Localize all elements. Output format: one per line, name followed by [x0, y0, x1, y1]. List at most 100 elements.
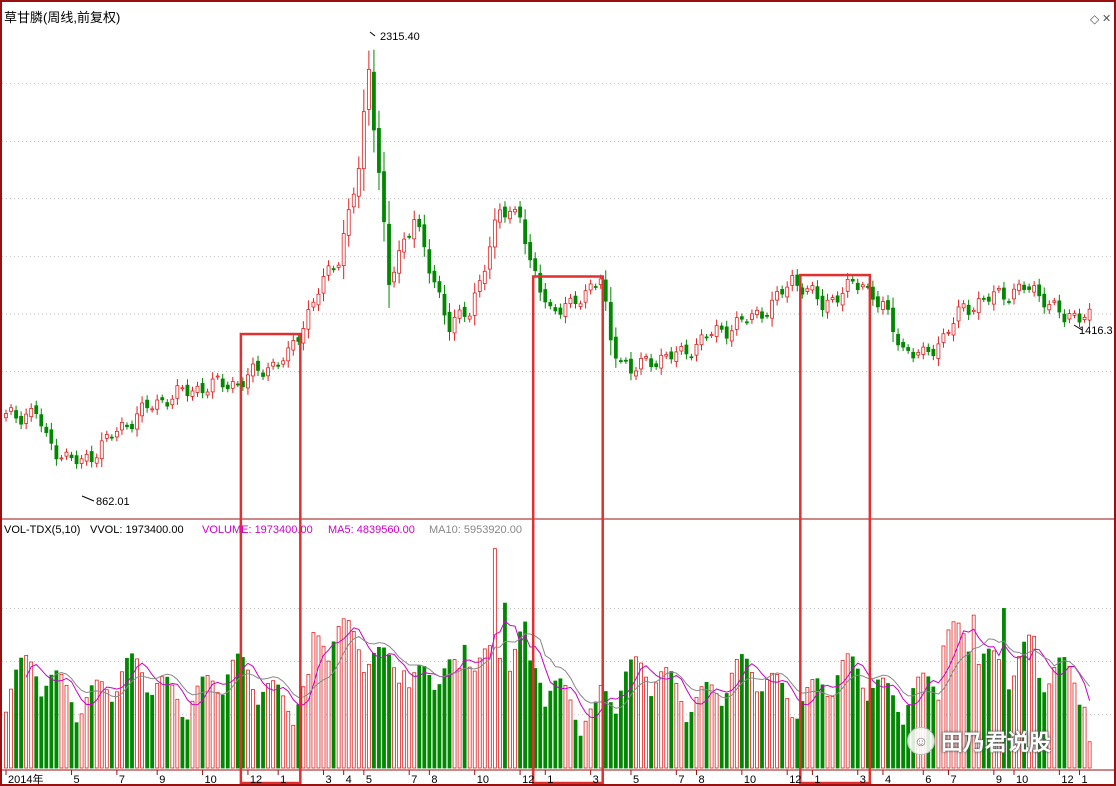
candle-body — [205, 391, 210, 396]
candle-body — [14, 410, 18, 419]
candle-body — [931, 348, 936, 357]
volume-bar — [4, 711, 8, 769]
diamond-icon[interactable]: ◇ — [1090, 12, 1100, 26]
candle-body — [261, 372, 265, 377]
volume-bar — [724, 693, 729, 769]
candle-body — [130, 423, 134, 430]
candle-body — [1057, 300, 1062, 313]
volume-bar — [881, 677, 885, 769]
candle-body — [266, 367, 270, 377]
candle-body — [835, 295, 840, 303]
candle-body — [926, 346, 931, 353]
volume-bar — [976, 664, 981, 769]
candle-body — [790, 275, 795, 286]
candle-body — [114, 430, 119, 438]
volume-bar — [825, 695, 830, 769]
x-tick-label: 10 — [1016, 774, 1028, 784]
candle-body — [840, 293, 845, 306]
volume-bar — [578, 735, 583, 769]
volume-bar — [99, 681, 104, 769]
candle-body — [412, 219, 417, 240]
close-icon[interactable]: ✕ — [1102, 13, 1112, 25]
volume-bar — [563, 685, 568, 769]
candle-body — [830, 297, 835, 301]
volume-bar — [346, 620, 351, 769]
candle-body — [336, 264, 341, 268]
candle-body — [356, 168, 361, 197]
candle-body — [286, 347, 291, 362]
volume-bar — [1057, 657, 1062, 769]
last-price-marker — [1073, 324, 1083, 331]
x-tick-label: 4 — [885, 774, 891, 784]
volume-ma-lines — [25, 620, 1091, 719]
volume-bar — [402, 670, 407, 769]
candle-body — [518, 206, 522, 218]
candle-body — [1082, 316, 1087, 321]
volume-bar — [583, 720, 588, 769]
volume-bar — [608, 702, 613, 769]
volume-bar — [185, 719, 190, 769]
high-marker — [369, 31, 376, 37]
volume-bar — [331, 641, 336, 769]
candle-body — [276, 364, 281, 367]
candle-body — [185, 384, 190, 397]
volume-bar — [195, 685, 200, 769]
volume-bar — [190, 700, 195, 769]
volume-bar — [89, 685, 94, 769]
candle-body — [24, 413, 29, 424]
candle-body — [533, 258, 538, 272]
candle-body — [4, 413, 8, 419]
volume-bar — [1067, 665, 1072, 769]
volume-bar — [830, 696, 835, 769]
candle-body — [1027, 286, 1032, 290]
volume-bar — [311, 632, 316, 769]
candle-body — [699, 334, 704, 346]
volume-bar — [336, 626, 341, 769]
x-tick-label: 10 — [477, 774, 489, 784]
x-tick-label: 3 — [860, 774, 866, 784]
candle-body — [1012, 288, 1016, 300]
volume-bar — [256, 704, 260, 769]
candle-body — [719, 325, 724, 330]
volume-bar — [845, 653, 850, 769]
candle-body — [553, 307, 558, 312]
volume-bar — [1002, 608, 1006, 769]
candle-body — [624, 359, 628, 362]
x-axis: 2014年 5 7 9 10 12 1 3 4 5 7 8 10 12 1 3 5 7 8 10 12 1 3 4 6 7 9 10 1… — [5, 770, 1088, 784]
volume-bar — [155, 682, 160, 769]
volume-bar — [639, 662, 643, 769]
volume-bar — [548, 690, 553, 769]
x-tick-label: 12 — [789, 774, 801, 784]
candle-body — [104, 434, 109, 439]
candle-body — [432, 270, 437, 283]
volume-bar — [306, 674, 311, 769]
volume-bar — [130, 653, 134, 769]
volume-bar — [437, 684, 442, 769]
volume-bar — [397, 682, 402, 769]
candle-body — [79, 458, 84, 464]
volume-bar — [629, 659, 633, 769]
candle-body — [472, 292, 477, 316]
candle-body — [593, 286, 598, 288]
volume-bar — [1072, 682, 1077, 769]
volume-bar — [513, 648, 517, 769]
volume-bar — [477, 657, 482, 769]
volume-bar — [961, 633, 966, 769]
volume-bar — [165, 676, 170, 769]
volume-bar — [281, 695, 286, 769]
candle-body — [9, 407, 13, 412]
volume-bar — [850, 656, 855, 769]
volume-bar — [714, 693, 719, 769]
candle-body — [578, 303, 583, 307]
x-tick-label: 9 — [996, 774, 1002, 784]
candle-body — [881, 301, 885, 310]
volume-indicator-name: VOL-TDX(5,10) — [4, 524, 80, 536]
volume-bar — [1042, 692, 1047, 769]
volume-bar — [246, 669, 250, 769]
volume-bar — [457, 668, 462, 769]
volume-bar — [104, 689, 109, 769]
candle-body — [190, 390, 195, 397]
volume-bar — [891, 695, 895, 769]
